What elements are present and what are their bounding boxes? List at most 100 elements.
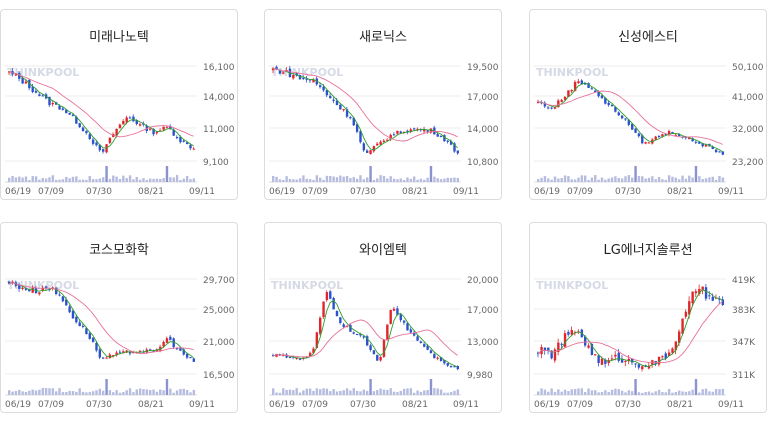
stock-name[interactable]: 미래나노텍	[89, 30, 149, 45]
candle-body	[664, 133, 667, 135]
mini-candle-chart[interactable]: 419K 383K 347K 311K THINKPOOL 06/19 07/09 07/30…	[530, 223, 767, 413]
x-tick-label: 09/11	[453, 400, 479, 410]
candle-body	[312, 79, 315, 83]
volume-bar	[135, 389, 138, 395]
volume-bar	[11, 391, 14, 395]
ma-long-line	[8, 282, 194, 355]
candle-body	[657, 356, 661, 365]
stock-card[interactable]: 새로닉스 19,500 17,000 14,000 10,800 THINKPOOL 06…	[264, 9, 502, 200]
stock-card[interactable]: LG에너지솔루션 419K 383K 347K 311K THINKPOOL 06/19 0…	[529, 222, 767, 413]
volume-bar	[426, 389, 429, 395]
volume-bar	[453, 390, 456, 395]
volume-bar	[28, 179, 31, 182]
candle-body	[376, 143, 379, 146]
stock-name[interactable]: 코스모화학	[89, 243, 149, 258]
candle-body	[721, 299, 725, 305]
candle-body	[339, 104, 342, 110]
volume-bar	[105, 166, 108, 182]
candle-body	[51, 103, 55, 105]
candle-body	[413, 332, 416, 336]
candle-body	[580, 80, 584, 85]
volume-bar	[95, 390, 98, 395]
volume-bar	[142, 178, 145, 182]
volume-bar	[584, 175, 587, 182]
volume-bar	[674, 392, 678, 395]
candle-body	[21, 77, 24, 84]
ma-long-line	[272, 68, 458, 142]
stock-name[interactable]: 신성에스티	[618, 30, 678, 45]
candle-body	[604, 359, 607, 364]
candle-body	[185, 142, 189, 145]
candle-body	[359, 333, 362, 336]
mini-candle-chart[interactable]: 20,000 17,000 13,000 9,980 THINKPOOL 06/19 07/…	[265, 223, 502, 413]
stock-card[interactable]: 와이엠텍 20,000 17,000 13,000 9,980 THINKPOOL 06/…	[264, 222, 502, 413]
stock-card[interactable]: 미래나노텍 16,100 14,000 11,000 9,100 THINKPOOL 06…	[0, 9, 238, 200]
candle-body	[108, 137, 112, 143]
candle-body	[426, 345, 429, 350]
candle-body	[302, 78, 305, 80]
stock-card[interactable]: 코스모화학 29,700 25,000 21,000 16,500 THINKPOOL 0…	[0, 222, 238, 413]
mini-candle-chart[interactable]: 50,100 41,000 32,000 23,200 THINKPOOL 06/19 07…	[530, 10, 767, 200]
candle-body	[339, 317, 342, 323]
volume-bar	[75, 176, 78, 182]
volume-bar	[449, 177, 453, 182]
volume-bar	[302, 390, 305, 395]
volume-bar	[426, 177, 429, 182]
candle-body	[429, 128, 433, 133]
y-tick-label: 19,500	[467, 63, 499, 73]
stock-name[interactable]: LG에너지솔루션	[603, 243, 693, 258]
mini-candle-chart[interactable]: 19,500 17,000 14,000 10,800 THINKPOOL 06/19 07…	[265, 10, 502, 200]
candle-body	[58, 105, 61, 110]
volume-bar	[44, 178, 48, 182]
volume-bar	[55, 391, 58, 395]
candle-body	[288, 356, 292, 358]
candle-body	[711, 297, 714, 301]
stock-name[interactable]: 새로닉스	[359, 30, 407, 45]
volume-bar	[413, 176, 416, 182]
volume-bar	[667, 175, 671, 182]
volume-bar	[379, 388, 382, 395]
volume-bar	[122, 175, 125, 182]
candle-body	[345, 109, 349, 117]
volume-bar	[704, 388, 708, 395]
volume-bar	[272, 388, 275, 395]
volume-bar	[553, 176, 557, 182]
candle-body	[570, 330, 573, 335]
volume-bar	[396, 392, 399, 395]
candle-body	[335, 100, 339, 105]
volume-bar	[594, 175, 597, 182]
volume-bar	[714, 179, 718, 182]
candle-body	[379, 141, 382, 145]
volume-bar	[694, 379, 698, 395]
mini-candle-chart[interactable]: 16,100 14,000 11,000 9,100 THINKPOOL 06/19 07/…	[1, 10, 238, 200]
volume-bar	[98, 388, 102, 395]
candle-body	[409, 129, 413, 132]
candle-body	[577, 81, 580, 84]
volume-bar	[8, 390, 11, 395]
volume-bar	[359, 391, 362, 395]
volume-bar	[399, 178, 402, 182]
volume-bar	[714, 389, 718, 395]
volume-bar	[315, 175, 319, 182]
volume-bar	[102, 177, 105, 182]
volume-bar	[627, 175, 631, 182]
candle-body	[132, 352, 135, 354]
volume-bar	[423, 390, 426, 395]
candle-body	[61, 296, 65, 302]
candle-body	[543, 102, 547, 107]
volume-bar	[436, 178, 439, 182]
stock-card[interactable]: 신성에스티 50,100 41,000 32,000 23,200 THINKPOOL 0…	[529, 9, 767, 200]
volume-bar	[580, 175, 584, 182]
volume-bar	[704, 178, 708, 182]
volume-bar	[580, 388, 584, 395]
candle-body	[423, 344, 426, 347]
y-tick-label: 25,000	[203, 306, 235, 316]
volume-bar	[18, 176, 21, 182]
candle-body	[406, 130, 409, 133]
stock-name[interactable]: 와이엠텍	[359, 243, 407, 258]
volume-bar	[396, 179, 399, 182]
candle-body	[674, 341, 678, 351]
y-tick-label: 29,700	[203, 276, 235, 286]
volume-bar	[647, 177, 651, 182]
